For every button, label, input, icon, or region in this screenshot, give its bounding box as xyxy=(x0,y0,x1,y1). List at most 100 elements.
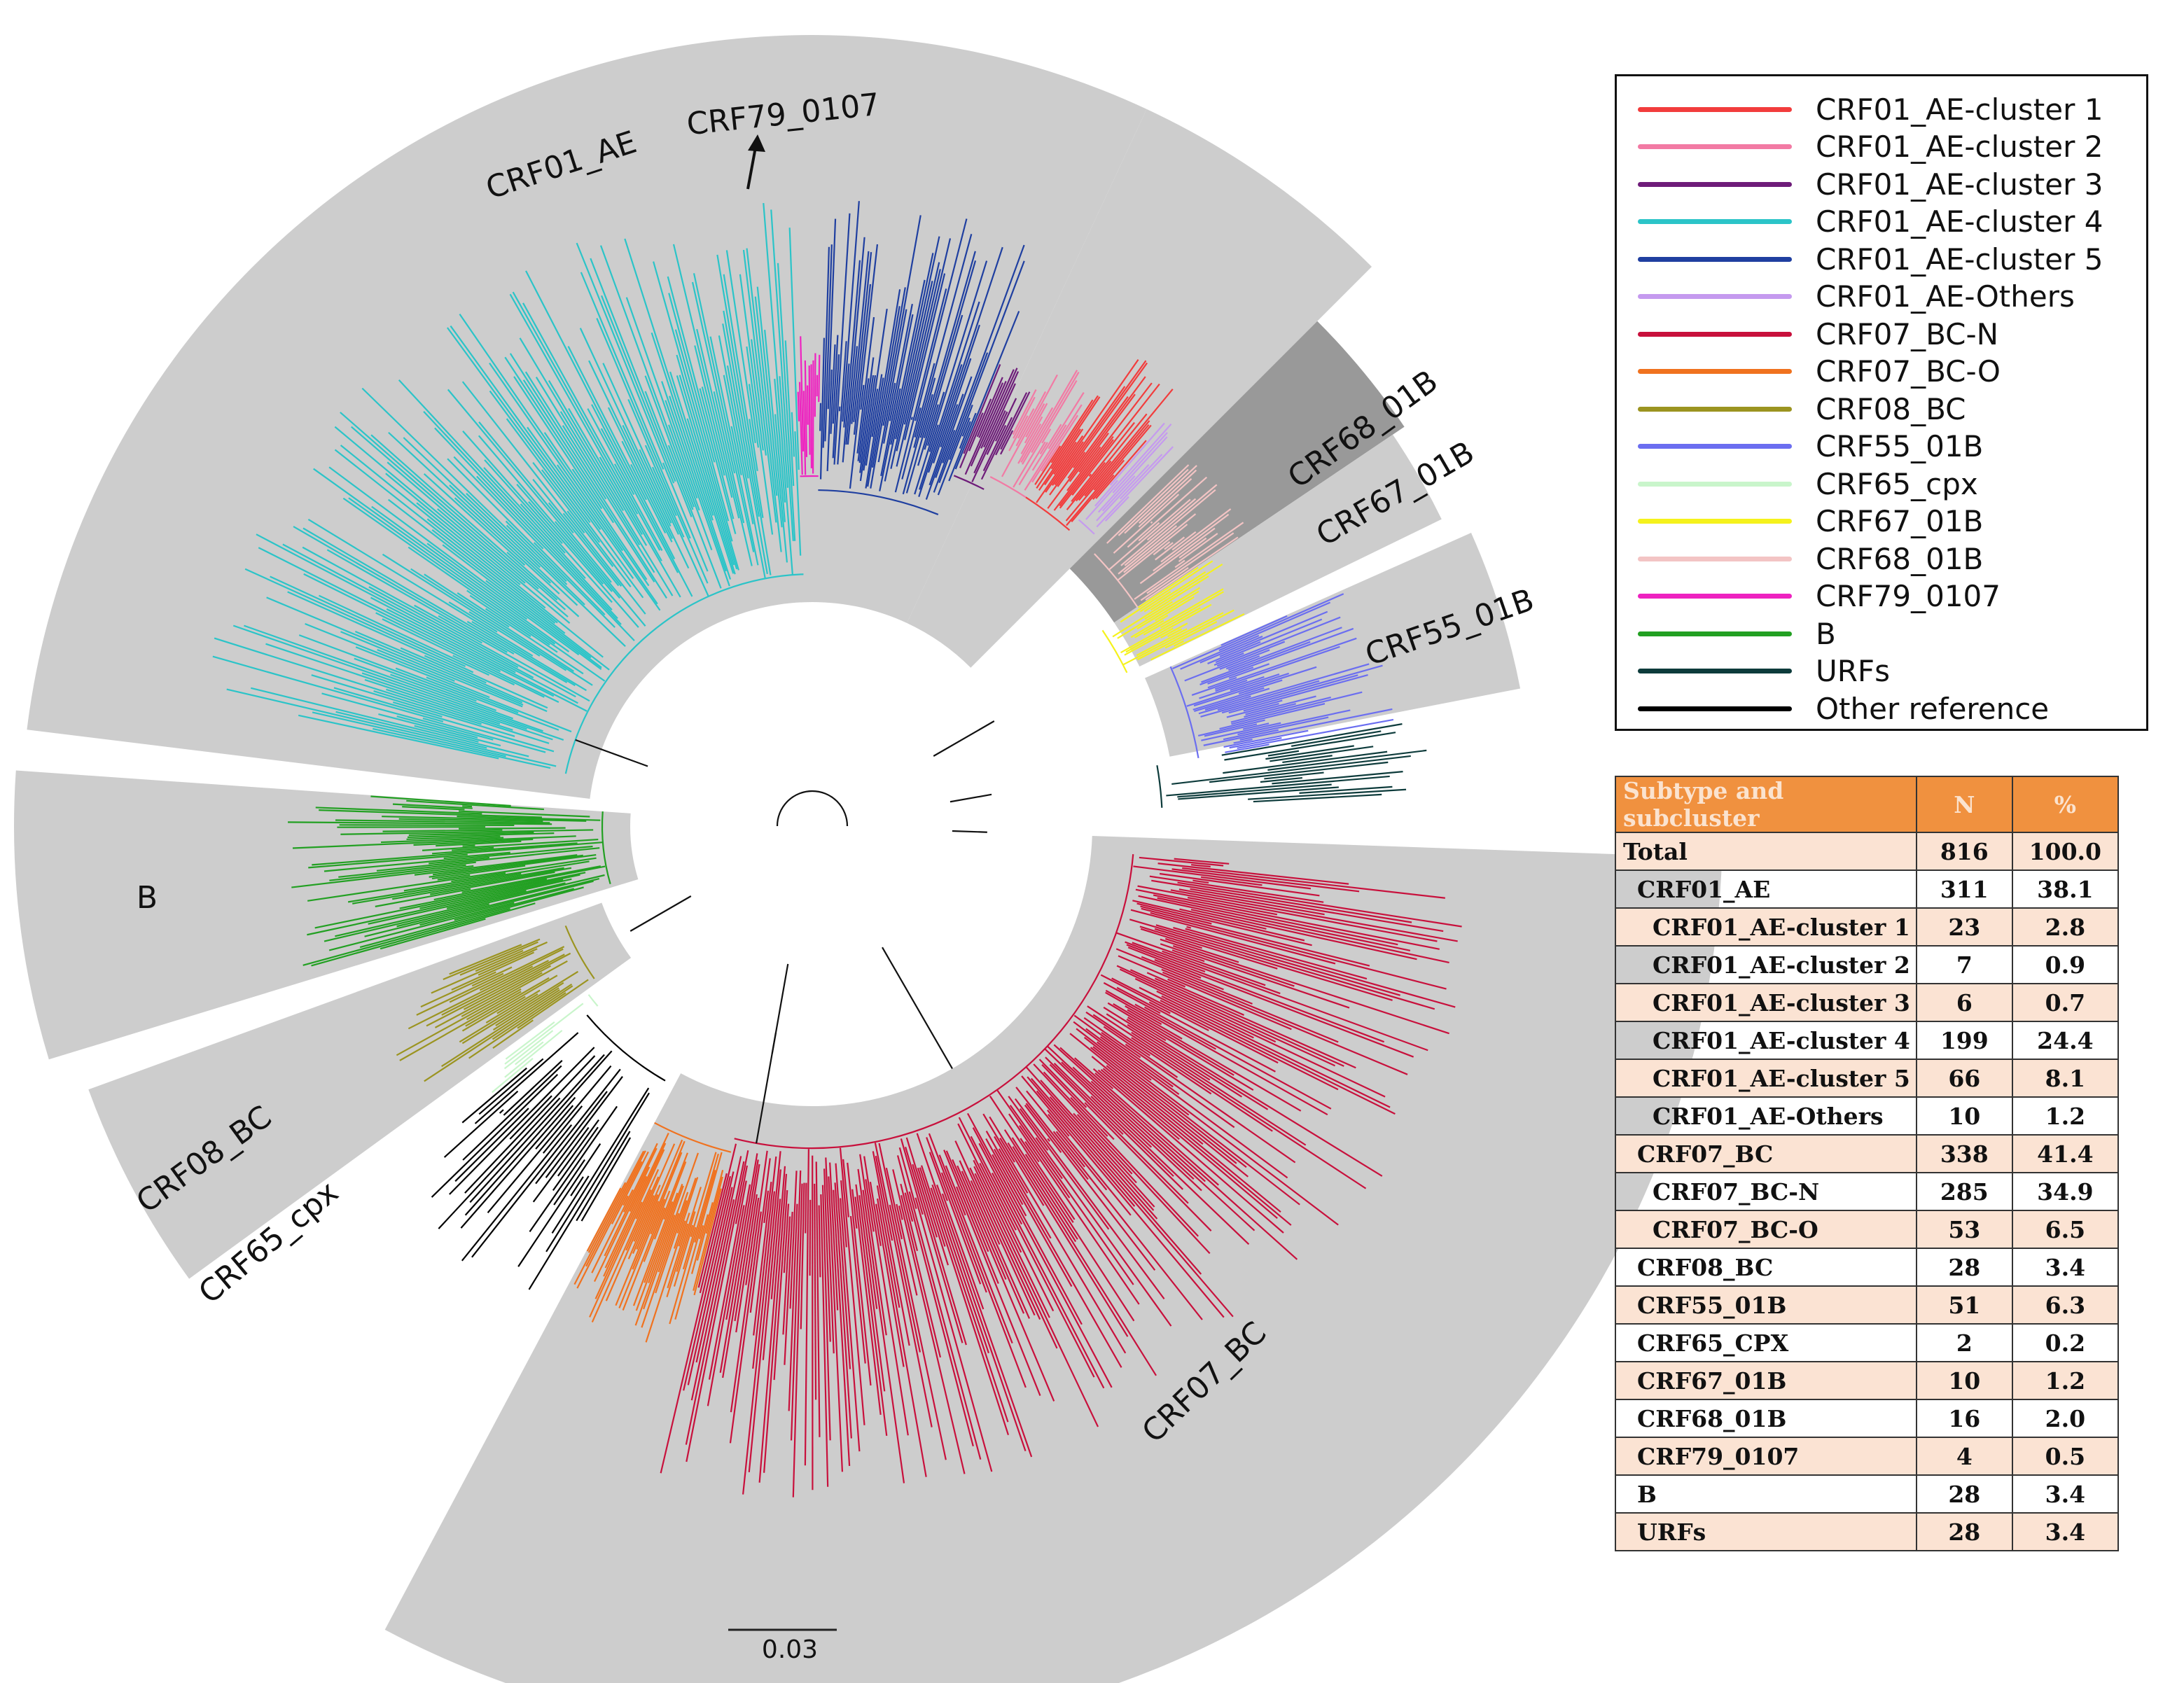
branch xyxy=(1160,508,1232,563)
branch xyxy=(293,526,515,655)
branch xyxy=(905,251,976,494)
branch xyxy=(468,611,541,657)
branch xyxy=(1115,948,1253,1005)
branch xyxy=(1172,945,1295,987)
branch xyxy=(543,432,650,587)
branch xyxy=(632,1194,659,1254)
clade-crf79-0107 xyxy=(797,336,821,477)
cell-subtype: CRF01_AE-cluster 2 xyxy=(1615,945,1917,984)
cell-n: 311 xyxy=(1915,870,2013,909)
branch xyxy=(590,258,693,517)
branch xyxy=(1177,881,1462,928)
branch xyxy=(589,1201,643,1318)
branch xyxy=(1221,674,1358,714)
branch xyxy=(1200,664,1383,718)
branch xyxy=(471,966,513,987)
branch xyxy=(512,291,639,515)
branch xyxy=(604,1147,658,1257)
branch xyxy=(340,445,604,658)
branch xyxy=(999,1137,1015,1163)
branch xyxy=(1219,649,1270,670)
branch xyxy=(1127,947,1414,1058)
branch xyxy=(863,308,888,471)
branch xyxy=(214,637,550,744)
legend-swatch xyxy=(1638,106,1792,112)
branch xyxy=(699,388,735,519)
branch xyxy=(382,829,503,832)
branch xyxy=(1201,722,1281,741)
branch xyxy=(667,424,700,511)
legend-swatch xyxy=(1638,144,1792,149)
branch xyxy=(1134,1003,1216,1050)
branch xyxy=(883,382,896,444)
branch xyxy=(505,1021,555,1060)
branch xyxy=(1066,446,1101,491)
branch xyxy=(1217,680,1320,711)
tree-backbone xyxy=(575,720,995,1144)
branch xyxy=(742,1191,776,1495)
branch xyxy=(665,400,730,587)
branch xyxy=(535,1105,574,1150)
branch xyxy=(1120,607,1201,654)
branch xyxy=(1097,436,1168,513)
branch xyxy=(447,458,615,628)
branch xyxy=(492,1019,534,1049)
branch xyxy=(957,1123,1022,1253)
branch xyxy=(945,1150,989,1252)
branch xyxy=(1130,615,1169,638)
branch xyxy=(644,391,722,589)
branch xyxy=(1224,732,1396,761)
branch xyxy=(462,430,563,545)
branch xyxy=(770,1199,781,1299)
branch xyxy=(532,1126,590,1203)
branch xyxy=(251,687,529,757)
cell-pct: 3.4 xyxy=(2011,1474,2120,1514)
branch xyxy=(545,1076,623,1178)
branch xyxy=(682,1227,697,1270)
branch xyxy=(754,296,778,496)
branch xyxy=(1084,1102,1212,1231)
branch xyxy=(1191,637,1357,696)
branch xyxy=(1007,1142,1129,1337)
branch xyxy=(1155,596,1195,622)
branch xyxy=(802,391,807,475)
branch xyxy=(1225,743,1270,753)
cell-subtype: CRF08_BC xyxy=(1615,1248,1917,1287)
legend-label: CRF01_AE-cluster 1 xyxy=(1816,92,2103,127)
branch xyxy=(1123,513,1197,573)
table-row: CRF07_BC-O 53 6.5 xyxy=(1615,1210,2120,1249)
branch xyxy=(1190,888,1444,933)
branch xyxy=(932,324,980,463)
legend-item: CRF07_BC-N xyxy=(1638,316,1998,351)
legend-item: CRF68_01B xyxy=(1638,541,1983,576)
branch xyxy=(763,1173,788,1473)
branch xyxy=(535,377,641,546)
branch xyxy=(840,1180,847,1248)
branch xyxy=(722,323,768,575)
branch xyxy=(821,1185,831,1441)
branch xyxy=(1044,1048,1250,1245)
branch xyxy=(298,714,499,760)
branch xyxy=(730,1150,768,1413)
branch xyxy=(908,1191,982,1460)
branch xyxy=(454,1108,529,1182)
branch xyxy=(701,386,725,476)
branch xyxy=(667,1223,689,1289)
branch xyxy=(1049,360,1147,496)
branch xyxy=(629,1175,648,1213)
branch xyxy=(1151,879,1412,923)
branch xyxy=(459,941,538,976)
branch xyxy=(476,475,635,641)
branch xyxy=(904,1192,914,1222)
legend-label: CRF65_cpx xyxy=(1816,466,1978,501)
branch xyxy=(734,1164,760,1322)
branch xyxy=(1154,928,1393,1001)
branch xyxy=(686,418,736,575)
branch xyxy=(1139,926,1278,970)
clade-crf01-ae-cluster-5 xyxy=(818,201,1025,515)
branch xyxy=(719,1153,758,1373)
branch xyxy=(964,381,1007,475)
branch xyxy=(904,273,946,440)
branch xyxy=(832,354,840,459)
branch xyxy=(1113,494,1180,554)
